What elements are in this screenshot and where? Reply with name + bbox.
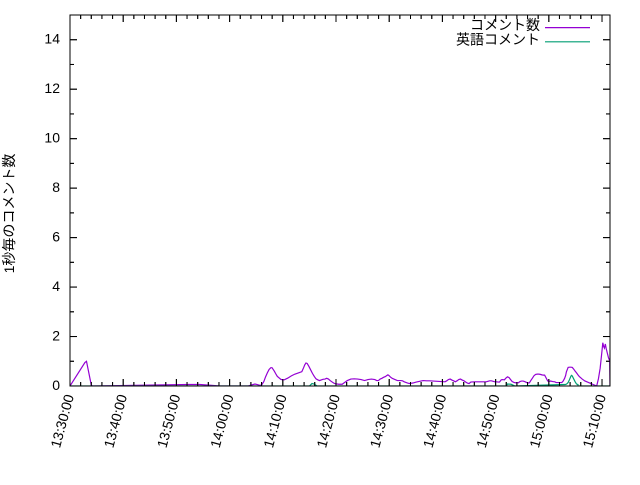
svg-text:0: 0 — [52, 377, 60, 393]
svg-text:14: 14 — [44, 31, 60, 47]
svg-text:4: 4 — [52, 278, 60, 294]
svg-text:6: 6 — [52, 229, 60, 245]
svg-text:12: 12 — [44, 80, 60, 96]
svg-text:8: 8 — [52, 179, 60, 195]
svg-text:1秒毎のコメント数: 1秒毎のコメント数 — [1, 154, 17, 274]
svg-text:英語コメント: 英語コメント — [456, 31, 540, 47]
svg-text:10: 10 — [44, 130, 60, 146]
svg-text:2: 2 — [52, 328, 60, 344]
